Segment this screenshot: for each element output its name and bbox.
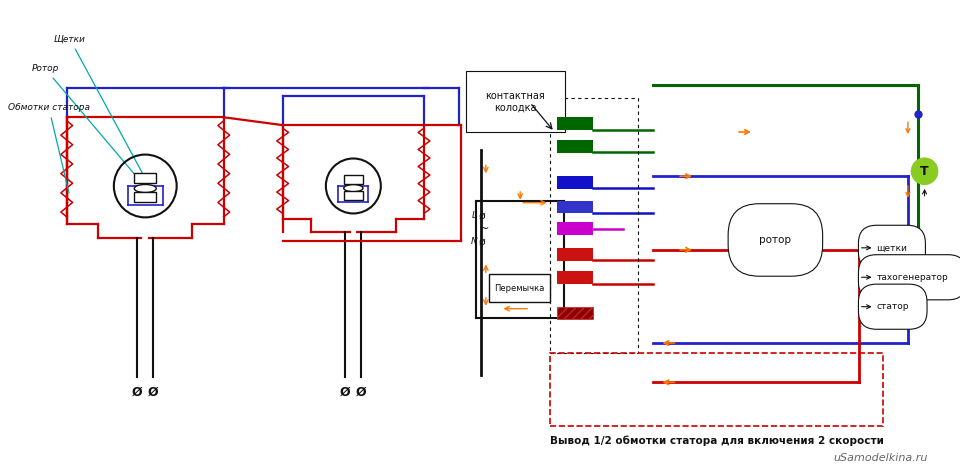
Bar: [558, 307, 593, 319]
Text: T: T: [921, 165, 929, 178]
Text: Вывод 1/2 обмотки статора для включения 2 скорости: Вывод 1/2 обмотки статора для включения …: [549, 436, 883, 446]
Bar: [134, 192, 156, 202]
Text: ø: ø: [479, 210, 486, 220]
Text: Обмотки статора: Обмотки статора: [8, 103, 90, 193]
Bar: [558, 271, 593, 284]
Text: uSamodelkina.ru: uSamodelkina.ru: [833, 453, 927, 463]
Text: контактная
колодка: контактная колодка: [486, 91, 545, 112]
Bar: [550, 98, 638, 353]
Text: Щетки: Щетки: [54, 35, 146, 179]
Bar: [489, 274, 550, 302]
Bar: [558, 222, 593, 235]
Text: Ротор: Ротор: [32, 64, 138, 179]
Text: статор: статор: [876, 302, 909, 311]
Text: ротор: ротор: [759, 235, 791, 245]
Text: Ø: Ø: [132, 385, 143, 398]
Bar: [558, 248, 593, 260]
Bar: [558, 140, 593, 153]
Bar: [558, 117, 593, 130]
Text: Ø: Ø: [340, 385, 350, 398]
Text: Перемычка: Перемычка: [494, 284, 544, 293]
Bar: [558, 201, 593, 213]
Text: ~: ~: [479, 222, 490, 235]
Bar: [134, 173, 156, 183]
Text: Ø: Ø: [356, 385, 367, 398]
Circle shape: [912, 159, 937, 184]
Ellipse shape: [134, 185, 156, 192]
Text: N: N: [470, 238, 477, 247]
Text: Ø: Ø: [148, 385, 158, 398]
Bar: [550, 353, 883, 426]
Text: L: L: [472, 211, 477, 220]
Bar: [344, 191, 363, 200]
Bar: [344, 175, 363, 184]
Ellipse shape: [344, 185, 363, 192]
Bar: [558, 176, 593, 189]
Text: ø: ø: [479, 237, 486, 247]
Text: тахогенератор: тахогенератор: [876, 273, 948, 282]
Text: щетки: щетки: [876, 243, 907, 252]
